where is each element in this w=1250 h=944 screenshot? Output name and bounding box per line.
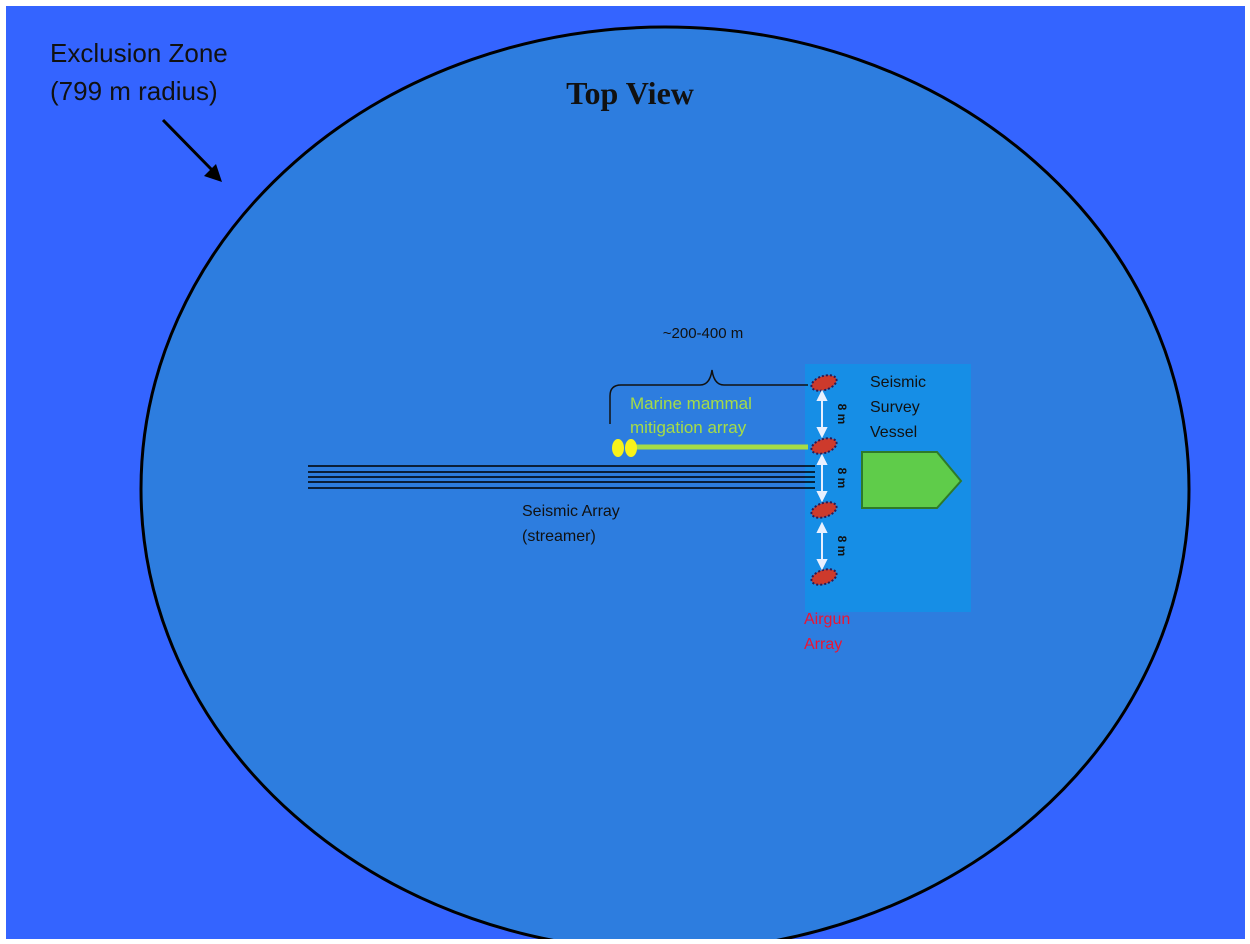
spacing-label: 8 m <box>835 404 849 425</box>
right-border <box>1245 0 1250 939</box>
airgun <box>810 374 838 392</box>
survey-vessel-shape <box>861 451 963 509</box>
streamer-label-line2: (streamer) <box>522 528 596 545</box>
exclusion-zone-label-line2: (799 m radius) <box>50 76 218 106</box>
mitigation-buoy <box>612 439 624 457</box>
airgun <box>810 437 838 455</box>
diagram-title: Top View <box>566 75 694 111</box>
airgun <box>810 501 838 519</box>
airgun-label-line1: Airgun <box>804 611 850 628</box>
seismic-streamer-lines <box>308 465 815 489</box>
mitigation-array-label-line2: mitigation array <box>630 418 747 437</box>
mitigation-buoy <box>625 439 637 457</box>
spacing-label: 8 m <box>835 468 849 489</box>
exclusion-zone-circle <box>139 25 1191 944</box>
top-border <box>0 0 1250 6</box>
airgun-spacing-arrows <box>816 389 828 571</box>
airgun-array <box>810 374 838 586</box>
streamer-label-line1: Seismic Array <box>522 503 620 520</box>
airgun-label-line2: Array <box>804 636 842 653</box>
mitigation-array-label-line1: Marine mammal <box>630 394 752 413</box>
exclusion-zone-label-line1: Exclusion Zone <box>50 38 228 68</box>
left-border <box>0 0 6 939</box>
spacing-label: 8 m <box>835 536 849 557</box>
span-brace <box>609 369 808 424</box>
airgun <box>810 568 838 586</box>
exclusion-zone-pointer-arrow <box>161 118 222 182</box>
vessel-label-line3: Vessel <box>870 424 917 441</box>
span-label: ~200-400 m <box>663 325 743 342</box>
vessel-label-line1: Seismic <box>870 374 926 391</box>
vessel-label-line2: Survey <box>870 399 920 416</box>
